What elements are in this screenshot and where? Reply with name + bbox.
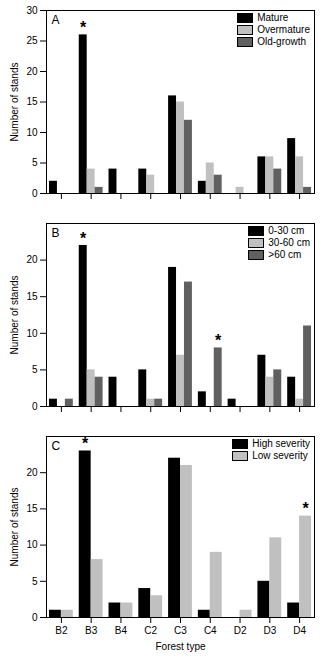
svg-text:B3: B3 <box>85 625 98 636</box>
svg-text:B: B <box>52 226 60 240</box>
svg-text:D4: D4 <box>293 625 306 636</box>
svg-text:0: 0 <box>32 188 38 199</box>
html-text:Mature: Mature <box>257 12 289 23</box>
html-text:High severity: High severity <box>252 438 310 449</box>
svg-text:Number of stands: Number of stands <box>9 63 20 142</box>
svg-text:C3: C3 <box>174 625 187 636</box>
svg-text:Number of stands: Number of stands <box>9 488 20 567</box>
svg-text:B4: B4 <box>115 625 128 636</box>
svg-text:25: 25 <box>26 35 38 46</box>
html-text:>60 cm: >60 cm <box>268 249 302 260</box>
svg-text:*: * <box>82 435 89 452</box>
svg-text:5: 5 <box>32 364 38 375</box>
svg-text:15: 15 <box>26 96 38 107</box>
svg-text:*: * <box>302 500 309 517</box>
svg-text:*: * <box>80 19 87 36</box>
svg-text:B2: B2 <box>55 625 68 636</box>
svg-text:15: 15 <box>26 503 38 514</box>
svg-text:10: 10 <box>26 539 38 550</box>
svg-text:*: * <box>80 230 87 247</box>
html-text:Low severity: Low severity <box>252 450 308 461</box>
svg-text:10: 10 <box>26 127 38 138</box>
svg-text:C4: C4 <box>204 625 217 636</box>
svg-text:C2: C2 <box>144 625 157 636</box>
html-text:Overmature: Overmature <box>257 24 310 35</box>
svg-text:20: 20 <box>26 254 38 265</box>
html-text:Old-growth: Old-growth <box>257 36 307 47</box>
svg-text:Number of stands: Number of stands <box>9 276 20 355</box>
svg-text:Forest type: Forest type <box>155 641 205 652</box>
svg-text:D3: D3 <box>263 625 276 636</box>
svg-text:0: 0 <box>32 401 38 412</box>
svg-text:*: * <box>215 332 222 349</box>
html-text:30-60 cm: 30-60 cm <box>268 237 310 248</box>
html-text:0-30 cm: 0-30 cm <box>268 225 305 236</box>
svg-text:15: 15 <box>26 291 38 302</box>
svg-text:20: 20 <box>26 467 38 478</box>
svg-text:5: 5 <box>32 576 38 587</box>
svg-text:A: A <box>52 13 60 27</box>
svg-text:D2: D2 <box>234 625 247 636</box>
svg-text:5: 5 <box>32 157 38 168</box>
svg-text:0: 0 <box>32 612 38 623</box>
svg-text:C: C <box>52 439 61 453</box>
svg-text:20: 20 <box>26 66 38 77</box>
svg-text:10: 10 <box>26 328 38 339</box>
svg-text:30: 30 <box>26 5 38 16</box>
